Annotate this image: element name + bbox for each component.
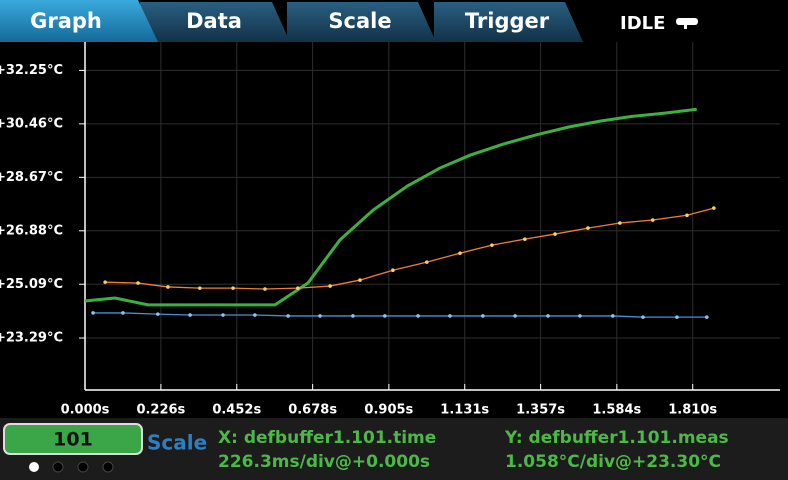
point: [358, 278, 362, 282]
y-tick-label: +26.88°C: [0, 223, 63, 238]
y-tick-label: +30.46°C: [0, 116, 63, 131]
point: [221, 313, 225, 317]
point: [416, 314, 420, 318]
tab-bg[interactable]: [140, 2, 290, 42]
point: [685, 213, 689, 218]
point: [286, 314, 290, 318]
point: [136, 281, 140, 285]
point: [263, 287, 267, 291]
page-dot[interactable]: [52, 461, 64, 473]
point: [675, 315, 679, 319]
reading: 101: [53, 429, 93, 451]
y-tick-label: +25.09°C: [0, 277, 63, 292]
point: [705, 315, 709, 319]
page-dot[interactable]: [102, 461, 114, 473]
series-line: [93, 312, 707, 318]
series-line: [105, 207, 715, 290]
point: [650, 218, 655, 222]
point: [424, 260, 429, 264]
point: [523, 237, 527, 241]
y-source: Y: defbuffer1.101.meas: [504, 428, 729, 448]
point: [198, 286, 202, 290]
point: [618, 221, 622, 225]
point: [351, 314, 355, 318]
status-icon: [676, 18, 698, 25]
x-tick-label: 0.452s: [212, 403, 261, 418]
point: [546, 314, 550, 318]
reading-box[interactable]: [3, 423, 143, 455]
tab-bg-active[interactable]: [0, 0, 158, 42]
point: [448, 314, 452, 318]
point: [296, 286, 300, 290]
x-tick-label: 1.810s: [668, 403, 717, 418]
x-tick-label: 1.584s: [592, 403, 641, 418]
x-tick-label: 0.000s: [61, 403, 110, 418]
point: [578, 314, 582, 318]
series-line: [84, 107, 697, 307]
point: [513, 314, 517, 318]
point: [253, 313, 257, 317]
point: [641, 315, 645, 319]
tab[interactable]: Trigger: [465, 9, 550, 33]
point: [156, 312, 160, 316]
point: [328, 284, 332, 288]
point: [91, 311, 95, 315]
x-tick-label: 1.131s: [440, 403, 489, 418]
point: [231, 286, 235, 290]
tab-bg[interactable]: [434, 2, 583, 42]
point: [391, 268, 395, 273]
point: [103, 280, 107, 284]
x-scale: 226.3ms/div@+0.000s: [218, 452, 430, 472]
y-tick-label: +32.25°C: [0, 63, 63, 78]
point: [383, 314, 387, 318]
page-dot[interactable]: [29, 462, 39, 472]
tab[interactable]: Data: [186, 9, 242, 33]
point: [458, 251, 462, 255]
point: [553, 232, 557, 236]
tab[interactable]: Scale: [328, 9, 391, 33]
point: [166, 285, 170, 289]
x-tick-label: 0.905s: [364, 403, 413, 418]
y-scale: 1.058°C/div@+23.30°C: [505, 452, 721, 472]
x-tick-label: 0.226s: [136, 403, 185, 418]
x-tick-label: 0.678s: [288, 403, 337, 418]
mode: Scale: [147, 431, 207, 455]
x-tick-label: 1.357s: [516, 403, 565, 418]
point: [481, 314, 485, 318]
status: IDLE: [620, 13, 665, 34]
y-tick-label: +28.67°C: [0, 170, 63, 185]
x-source: X: defbuffer1.101.time: [218, 428, 436, 448]
tab[interactable]: Graph: [30, 9, 102, 33]
tab-bg[interactable]: [287, 2, 436, 42]
point: [121, 311, 125, 315]
point: [188, 313, 192, 317]
page-dot[interactable]: [77, 461, 89, 473]
plot: +23.29°C +25.09°C +26.88°C +28.67°C +30.46°C…: [0, 42, 780, 418]
point: [318, 314, 322, 318]
point: [610, 314, 615, 318]
point: [586, 226, 590, 230]
point: [712, 206, 716, 210]
status-icon: [684, 25, 687, 29]
point: [490, 243, 494, 247]
y-tick-label: +23.29°C: [0, 331, 63, 346]
